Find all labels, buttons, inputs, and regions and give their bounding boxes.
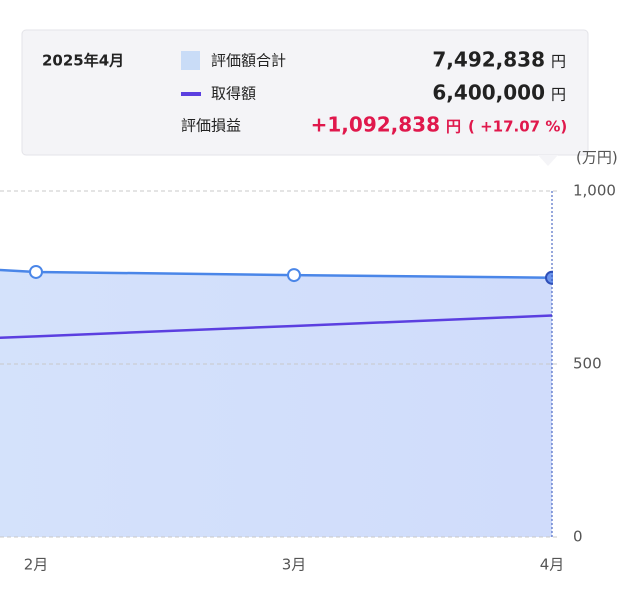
point <box>287 268 301 283</box>
tooltip-label: 評価損益 <box>181 117 241 135</box>
tooltip-unit: 円 <box>551 86 566 104</box>
line <box>0 268 553 279</box>
y-tick-label: 500 <box>573 355 602 373</box>
tooltip-title: 2025年4月 <box>42 52 124 70</box>
tooltip-box <box>21 29 589 156</box>
y-tick-label: 0 <box>573 528 583 546</box>
x-tick-label: 3月 <box>282 556 307 574</box>
area <box>0 269 552 537</box>
legend-swatch <box>181 92 201 96</box>
tooltip-value: 6,400,000 <box>432 81 545 105</box>
tooltip-arrow <box>538 155 558 166</box>
point <box>545 270 553 285</box>
tooltip-value: +1,092,838 <box>311 113 440 137</box>
point <box>29 264 43 279</box>
x-tick-label: 2月 <box>24 556 49 574</box>
line <box>0 314 553 340</box>
tooltip-value: 7,492,838 <box>432 48 545 72</box>
x-tick-label: 4月 <box>540 556 565 574</box>
tooltip-label: 取得額 <box>211 85 256 103</box>
tooltip: 2025年4月 評価額合計 7,492,838 円 取得額 6,400,000 … <box>21 29 589 166</box>
y-unit: (万円) <box>576 149 618 167</box>
tooltip-unit: 円 <box>446 118 461 136</box>
tooltip-extra: ( +17.07 %) <box>468 118 567 136</box>
tooltip-unit: 円 <box>551 53 566 71</box>
legend-swatch <box>181 51 200 70</box>
tooltip-label: 評価額合計 <box>211 52 286 70</box>
y-tick-label: 1,000 <box>573 182 616 200</box>
